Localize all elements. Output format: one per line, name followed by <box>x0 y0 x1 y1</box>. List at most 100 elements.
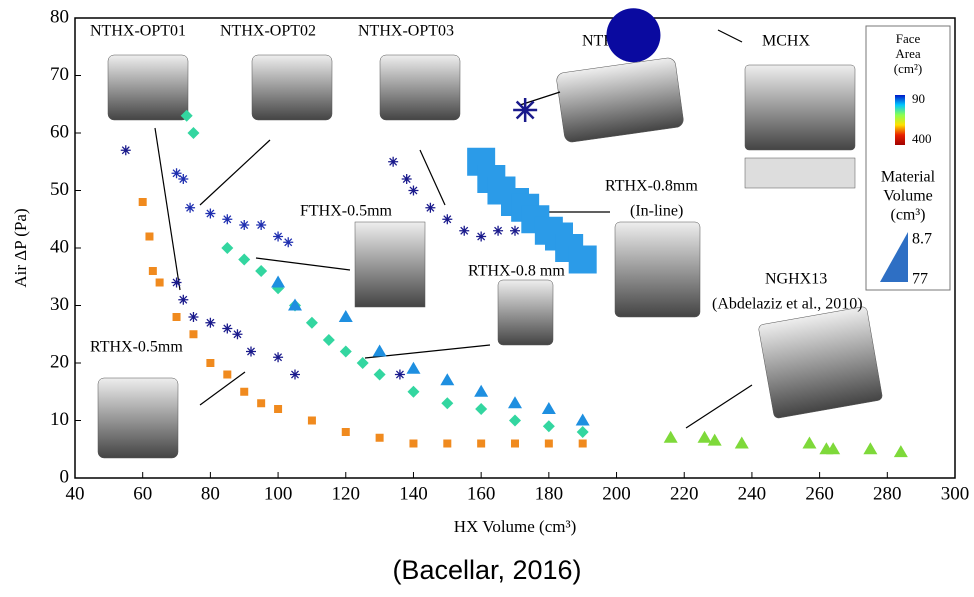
x-tick-label: 220 <box>670 483 699 504</box>
triangle-point <box>863 442 877 454</box>
source-caption: (Bacellar, 2016) <box>392 555 581 585</box>
triangle-point <box>271 276 285 288</box>
square-point <box>569 246 597 274</box>
y-tick-label: 70 <box>50 64 69 85</box>
triangle-point <box>542 402 556 414</box>
y-tick-label: 80 <box>50 6 69 27</box>
star-point <box>513 98 537 122</box>
x-tick-label: 200 <box>602 483 631 504</box>
square-point <box>139 198 147 206</box>
diamond-point <box>238 254 250 266</box>
diamond-point <box>374 369 386 381</box>
annotation: (Abdelaziz et al., 2010) <box>712 296 863 313</box>
y-tick-label: 10 <box>50 409 69 430</box>
star-point <box>172 278 182 288</box>
star-point <box>185 203 195 213</box>
x-tick-label: 160 <box>467 483 496 504</box>
x-tick-label: 80 <box>201 483 220 504</box>
diamond-point <box>407 386 419 398</box>
square-point <box>240 388 248 396</box>
star-point <box>476 232 486 242</box>
square-point <box>189 330 197 338</box>
triangle-point <box>698 431 712 443</box>
legend-title: Material <box>881 169 936 186</box>
diamond-point <box>306 317 318 329</box>
x-tick-label: 280 <box>873 483 902 504</box>
star-point <box>273 232 283 242</box>
square-point <box>149 267 157 275</box>
y-tick-label: 0 <box>60 466 70 487</box>
square-point <box>342 428 350 436</box>
colorbar-label: 400 <box>912 131 932 146</box>
x-tick-label: 100 <box>264 483 293 504</box>
x-tick-label: 140 <box>399 483 428 504</box>
series-label: NTHX-OPT03 <box>358 23 454 40</box>
star-point <box>205 318 215 328</box>
diamond-point <box>187 127 199 139</box>
triangle-point <box>508 396 522 408</box>
star-point <box>239 220 249 230</box>
star-point <box>442 214 452 224</box>
star-point <box>172 168 182 178</box>
triangle-point <box>708 434 722 446</box>
legend-title: (cm²) <box>894 61 922 76</box>
star-point <box>246 347 256 357</box>
star-point <box>121 145 131 155</box>
square-point <box>257 399 265 407</box>
legend-title: Volume <box>883 188 932 205</box>
series-label: NTHX-OPT01 <box>90 23 186 40</box>
square-point <box>274 405 282 413</box>
series-label: FTHX-0.5mm <box>300 203 393 220</box>
diamond-point <box>340 346 352 358</box>
star-point <box>290 370 300 380</box>
series-label: RTHX-0.8mm <box>605 178 698 195</box>
star-point <box>205 209 215 219</box>
diamond-point <box>323 334 335 346</box>
illustrations <box>98 55 883 458</box>
triangle-point <box>664 431 678 443</box>
triangle-point <box>339 310 353 322</box>
star-point <box>256 220 266 230</box>
colorbar <box>895 95 905 145</box>
star-point <box>222 214 232 224</box>
square-point <box>477 440 485 448</box>
triangle-point <box>474 385 488 397</box>
x-tick-label: 180 <box>535 483 564 504</box>
y-axis-label: Air ΔP (Pa) <box>11 208 30 287</box>
square-point <box>223 371 231 379</box>
star-point <box>222 324 232 334</box>
diamond-point <box>357 357 369 369</box>
diamond-point <box>221 242 233 254</box>
chart: HX Volume (cm³) Air ΔP (Pa) (Bacellar, 2… <box>0 0 974 597</box>
y-tick-label: 60 <box>50 121 69 142</box>
size-legend-label: 77 <box>912 271 928 288</box>
size-legend-label: 8.7 <box>912 231 932 248</box>
series-label: NTHX-OPT02 <box>220 23 316 40</box>
star-point <box>493 226 503 236</box>
diamond-point <box>255 265 267 277</box>
series-label: NGHX13 <box>765 271 827 288</box>
x-axis-label: HX Volume (cm³) <box>454 517 577 536</box>
diamond-point <box>543 420 555 432</box>
star-point <box>408 186 418 196</box>
legend-title: Face <box>896 31 921 46</box>
triangle-point <box>576 414 590 426</box>
series-label: MCHX <box>762 33 810 50</box>
star-point <box>459 226 469 236</box>
star-point <box>232 329 242 339</box>
star-point <box>388 157 398 167</box>
star-point <box>273 352 283 362</box>
square-point <box>579 440 587 448</box>
legend-title: Area <box>895 46 920 61</box>
triangle-point <box>373 345 387 357</box>
triangle-point <box>406 362 420 374</box>
triangle-point <box>894 445 908 457</box>
star-point <box>283 237 293 247</box>
x-tick-label: 240 <box>738 483 767 504</box>
y-tick-label: 50 <box>50 179 69 200</box>
diamond-point <box>577 426 589 438</box>
square-point <box>173 313 181 321</box>
star-point <box>178 174 188 184</box>
star-point <box>178 295 188 305</box>
diamond-point <box>475 403 487 415</box>
